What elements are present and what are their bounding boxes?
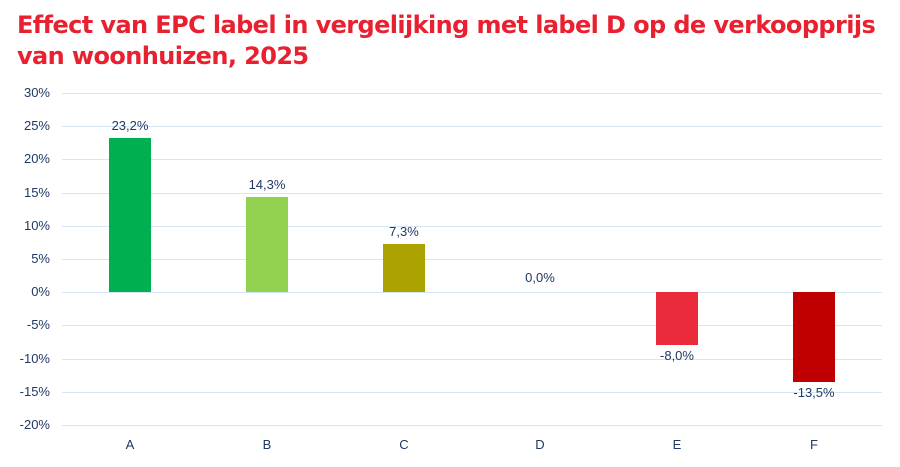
y-tick-label: 0% <box>31 284 50 299</box>
x-tick-label: C <box>399 437 409 452</box>
y-tick-label: -5% <box>26 317 50 332</box>
y-tick-label: -15% <box>19 384 50 399</box>
y-tick-label: -10% <box>19 351 50 366</box>
x-tick-label: B <box>262 437 272 452</box>
gridline <box>62 193 882 194</box>
x-tick-label: D <box>535 437 545 452</box>
gridline <box>62 126 882 127</box>
gridline <box>62 425 882 426</box>
y-tick-label: 20% <box>23 151 50 166</box>
data-label: -8,0% <box>660 348 694 363</box>
data-label: 7,3% <box>389 224 419 239</box>
y-tick-label: -20% <box>19 417 50 432</box>
data-label: 14,3% <box>248 177 286 192</box>
bar-f <box>793 292 835 382</box>
bar-e <box>656 292 698 345</box>
x-tick-label: E <box>672 437 682 452</box>
y-tick-label: 25% <box>23 118 50 133</box>
data-label: -13,5% <box>793 385 835 400</box>
gridline <box>62 292 882 293</box>
gridline <box>62 93 882 94</box>
bar-b <box>246 197 288 292</box>
gridline <box>62 159 882 160</box>
bar-c <box>383 244 425 292</box>
gridline <box>62 325 882 326</box>
data-label: 0,0% <box>525 270 555 285</box>
y-tick-label: 5% <box>31 251 50 266</box>
gridline <box>62 259 882 260</box>
bar-a <box>109 138 151 292</box>
gridline <box>62 226 882 227</box>
gridline <box>62 359 882 360</box>
chart-title: Effect van EPC label in vergelijking met… <box>17 11 876 70</box>
data-label: 23,2% <box>111 118 149 133</box>
y-tick-label: 10% <box>23 218 50 233</box>
x-tick-label: F <box>810 437 818 452</box>
x-tick-label: A <box>125 437 135 452</box>
gridline <box>62 392 882 393</box>
y-tick-label: 30% <box>23 85 50 100</box>
y-tick-label: 15% <box>23 185 50 200</box>
